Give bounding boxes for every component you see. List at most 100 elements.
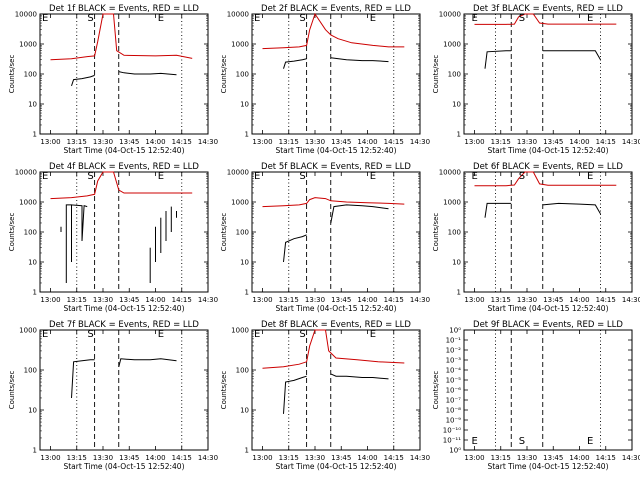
series-events-line bbox=[283, 58, 307, 69]
marker-label: E bbox=[370, 171, 376, 182]
x-tick-label: 13:30 bbox=[305, 138, 325, 146]
series-events-line bbox=[484, 50, 512, 69]
marker-label: S bbox=[87, 171, 93, 182]
marker-label: E bbox=[587, 13, 593, 24]
y-tick-label: 1 bbox=[245, 447, 249, 455]
x-tick-label: 14:30 bbox=[198, 138, 218, 146]
x-axis-label: Start Time (04-Oct-15 12:52:40) bbox=[275, 146, 396, 155]
y-axis-label: Counts/sec bbox=[432, 371, 440, 410]
marker-label: E bbox=[254, 171, 260, 182]
marker-label: E bbox=[587, 436, 593, 447]
y-tick-label: 1 bbox=[245, 289, 249, 297]
marker-label: E bbox=[370, 13, 376, 24]
y-tick-label: 10 bbox=[28, 101, 37, 109]
y-tick-label: 10⁻⁹ bbox=[446, 417, 462, 425]
y-tick-label: 10⁻⁷ bbox=[446, 397, 462, 405]
y-tick-label: 10 bbox=[452, 101, 461, 109]
marker-label: E bbox=[158, 171, 164, 182]
y-axis-label: Counts/sec bbox=[220, 55, 228, 94]
x-tick-label: 14:15 bbox=[596, 138, 616, 146]
x-tick-label: 14:00 bbox=[145, 138, 165, 146]
y-tick-label: 100 bbox=[448, 229, 461, 237]
panel-det-9: Det 9f BLACK = Events, RED = LLD 10⁰ 10⁻¹¹… bbox=[432, 320, 640, 471]
x-tick-label: 13:30 bbox=[517, 454, 537, 462]
y-axis-label: Counts/sec bbox=[220, 213, 228, 252]
y-tick-label: 100 bbox=[448, 71, 461, 79]
y-tick-label: 1000 bbox=[19, 199, 37, 207]
x-axis-label: Start Time (04-Oct-15 12:52:40) bbox=[487, 304, 608, 313]
series-events-line bbox=[542, 50, 601, 60]
x-axis-label: Start Time (04-Oct-15 12:52:40) bbox=[275, 304, 396, 313]
y-tick-label: 100 bbox=[24, 367, 37, 375]
x-tick-label: 13:45 bbox=[119, 138, 139, 146]
marker-label: E bbox=[42, 329, 48, 340]
x-axis-label: Start Time (04-Oct-15 12:52:40) bbox=[63, 146, 184, 155]
chart-title: Det 9f BLACK = Events, RED = LLD bbox=[473, 320, 623, 330]
marker-label: S bbox=[519, 171, 525, 182]
x-tick-label: 13:00 bbox=[252, 454, 272, 462]
x-tick-label: 14:15 bbox=[596, 296, 616, 304]
x-tick-label: 14:15 bbox=[172, 138, 192, 146]
y-tick-label: 1000 bbox=[231, 41, 249, 49]
series-events-line bbox=[484, 202, 512, 218]
y-tick-label: 10 bbox=[28, 407, 37, 415]
y-tick-label: 10000 bbox=[439, 11, 461, 19]
x-tick-label: 13:15 bbox=[491, 296, 511, 304]
marker-label: E bbox=[42, 13, 48, 24]
y-axis-label: Counts/sec bbox=[8, 55, 16, 94]
x-tick-label: 14:30 bbox=[198, 454, 218, 462]
x-tick-label: 13:00 bbox=[40, 138, 60, 146]
series-events-line bbox=[118, 71, 177, 76]
y-tick-label: 10⁻⁴ bbox=[446, 367, 462, 375]
y-tick-label: 1 bbox=[245, 131, 249, 139]
x-tick-label: 13:45 bbox=[119, 454, 139, 462]
panel-det-7: Det 7f BLACK = Events, RED = LLD 1 10 100 10… bbox=[8, 320, 218, 471]
series-events-line bbox=[65, 204, 88, 283]
y-tick-label: 1000 bbox=[19, 41, 37, 49]
x-tick-label: 13:30 bbox=[517, 296, 537, 304]
series-events-line bbox=[542, 202, 601, 215]
x-axis-label: Start Time (04-Oct-15 12:52:40) bbox=[275, 462, 396, 471]
x-tick-label: 14:00 bbox=[569, 296, 589, 304]
plot-frame bbox=[463, 171, 633, 293]
plot-frame bbox=[251, 329, 421, 451]
y-tick-label: 10000 bbox=[227, 169, 249, 177]
y-tick-label: 1 bbox=[33, 447, 37, 455]
marker-label: E bbox=[472, 171, 478, 182]
y-tick-label: 10⁻⁸ bbox=[446, 407, 462, 415]
x-tick-label: 13:15 bbox=[67, 296, 87, 304]
y-tick-label: 10 bbox=[28, 259, 37, 267]
x-tick-label: 13:45 bbox=[543, 138, 563, 146]
panel-det-5: Det 5f BLACK = Events, RED = LLD 1 10 100 10… bbox=[220, 162, 430, 313]
x-tick-label: 13:00 bbox=[464, 138, 484, 146]
marker-label: S bbox=[299, 13, 305, 24]
y-tick-label: 1000 bbox=[443, 41, 461, 49]
x-tick-label: 14:30 bbox=[622, 454, 640, 462]
y-tick-label: 10⁻⁵ bbox=[446, 377, 462, 385]
x-tick-label: 13:15 bbox=[279, 296, 299, 304]
marker-label: E bbox=[472, 436, 478, 447]
x-tick-label: 14:00 bbox=[357, 138, 377, 146]
series-events-line bbox=[330, 373, 389, 380]
x-tick-label: 13:30 bbox=[93, 296, 113, 304]
y-axis-label: Counts/sec bbox=[432, 55, 440, 94]
x-tick-label: 13:15 bbox=[491, 138, 511, 146]
panel-det-4: Det 4f BLACK = Events, RED = LLD 1 10 100 10… bbox=[8, 162, 218, 313]
y-tick-label: 1 bbox=[457, 289, 461, 297]
x-tick-label: 13:45 bbox=[119, 296, 139, 304]
y-tick-label: 100 bbox=[24, 71, 37, 79]
x-tick-label: 14:15 bbox=[172, 454, 192, 462]
chart-title: Det 8f BLACK = Events, RED = LLD bbox=[261, 320, 411, 330]
plot-frame bbox=[39, 13, 209, 135]
series-events-line bbox=[330, 204, 389, 224]
y-tick-label: 100 bbox=[236, 229, 249, 237]
y-axis-label: Counts/sec bbox=[8, 213, 16, 252]
series-events-line bbox=[283, 234, 307, 263]
x-tick-label: 14:00 bbox=[569, 138, 589, 146]
plot-frame bbox=[39, 171, 209, 293]
y-tick-label: 10⁰ bbox=[449, 447, 461, 455]
x-tick-label: 13:15 bbox=[67, 454, 87, 462]
y-tick-label: 1 bbox=[33, 289, 37, 297]
y-tick-label: 10 bbox=[240, 407, 249, 415]
y-tick-label: 1000 bbox=[19, 327, 37, 335]
